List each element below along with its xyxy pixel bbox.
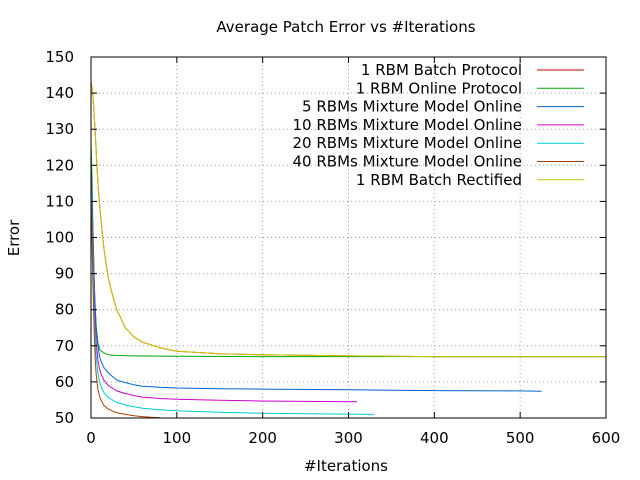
x-tick-label: 100 — [163, 429, 192, 447]
axis-ticks: 50 60 70 80 90 100 110 120 130 140 150 0 100 200 300 40… — [45, 48, 620, 447]
y-tick-label: 70 — [55, 337, 74, 355]
y-tick-label: 130 — [45, 120, 74, 138]
series-line — [90, 84, 606, 358]
legend-label: 1 RBM Batch Rectified — [356, 171, 522, 189]
y-tick-label: 110 — [45, 192, 74, 210]
legend-label: 20 RBMs Mixture Model Online — [293, 134, 523, 152]
x-tick-label: 500 — [506, 429, 535, 447]
y-axis-label: Error — [5, 219, 23, 256]
y-tick-label: 120 — [45, 156, 74, 174]
y-tick-label: 150 — [45, 48, 74, 66]
x-tick-label: 600 — [592, 429, 621, 447]
y-tick-label: 50 — [55, 409, 74, 427]
y-tick-label: 80 — [55, 301, 74, 319]
x-tick-label: 0 — [86, 429, 96, 447]
chart-title: Average Patch Error vs #Iterations — [216, 18, 475, 36]
x-tick-label: 400 — [420, 429, 449, 447]
y-tick-label: 100 — [45, 229, 74, 247]
series-line — [90, 143, 606, 358]
legend-label: 10 RBMs Mixture Model Online — [293, 116, 523, 134]
legend-label: 40 RBMs Mixture Model Online — [293, 153, 523, 171]
legend-label: 1 RBM Online Protocol — [356, 79, 522, 97]
series-line — [90, 176, 358, 403]
x-tick-label: 300 — [334, 429, 363, 447]
y-tick-label: 60 — [55, 373, 74, 391]
series-line — [90, 197, 160, 419]
x-axis-label: #Iterations — [304, 457, 388, 475]
x-tick-label: 200 — [248, 429, 277, 447]
y-tick-label: 140 — [45, 84, 74, 102]
legend-label: 5 RBMs Mixture Model Online — [302, 98, 522, 116]
series-line — [90, 165, 542, 392]
y-tick-label: 90 — [55, 265, 74, 283]
series-line — [90, 183, 375, 415]
grid-lines — [91, 57, 606, 418]
legend-label: 1 RBM Batch Protocol — [361, 61, 522, 79]
